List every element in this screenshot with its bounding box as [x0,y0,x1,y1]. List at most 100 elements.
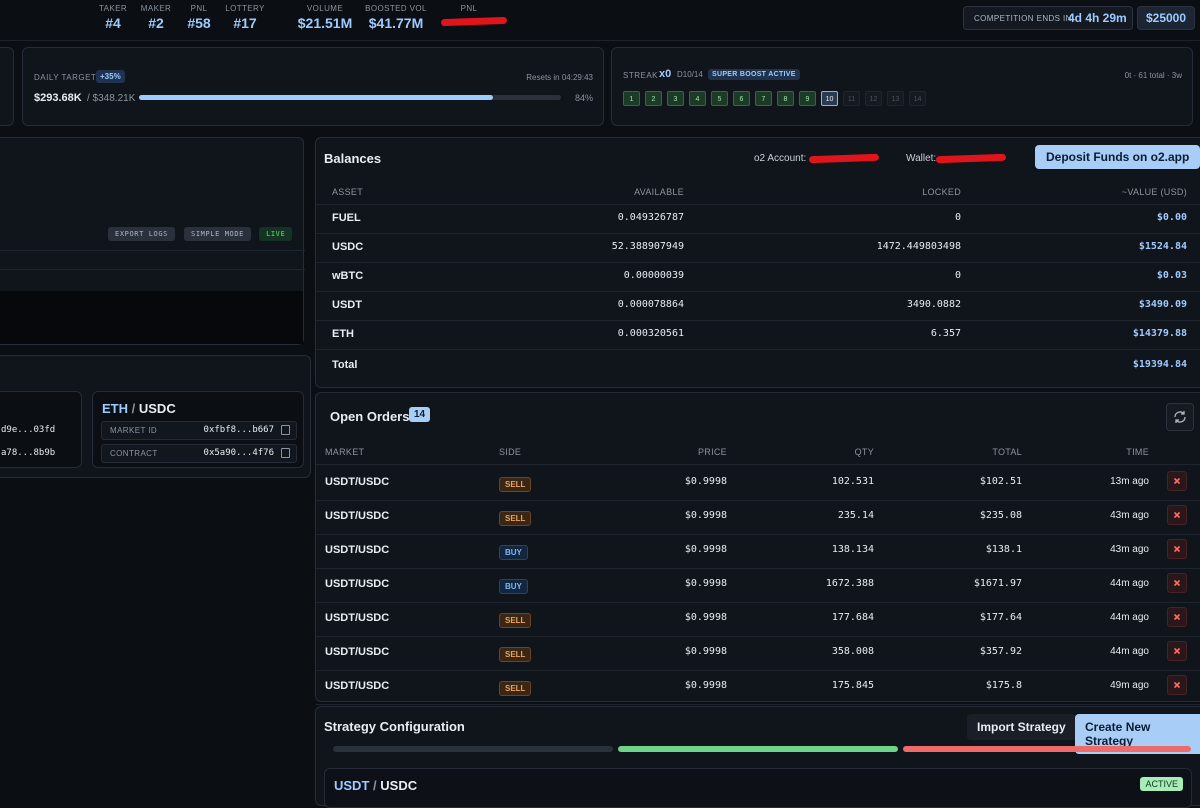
logs-panel: EXPORT LOGS SIMPLE MODE LIVE [0,137,305,345]
strategy-card[interactable]: USDT / USDC ACTIVE [324,768,1192,808]
streak-day: 10 [821,91,838,106]
column-header: TIME [1126,447,1149,457]
quote: USDC [138,401,176,416]
streak-label: STREAK [623,71,659,80]
import-button[interactable]: Import Strategy [967,714,1076,740]
copy-icon[interactable] [281,425,290,435]
cell: 175.845 [831,680,874,691]
cell: $102.51 [979,476,1022,487]
cell: $235.08 [979,510,1022,521]
cell: 138.134 [831,544,874,555]
cell: 44m ago [1110,612,1149,623]
separator: / [373,778,377,793]
divider [316,291,1200,292]
row-value: 0x5a90...4f76 [203,448,274,458]
cell: $1524.84 [1138,241,1187,252]
cancel-button[interactable] [1167,505,1187,525]
side-badge: BUY [499,579,528,594]
cancel-icon [1173,647,1181,655]
cancel-icon [1173,511,1181,519]
column-header: AVAILABLE [634,187,684,197]
column-header: QTY [854,447,874,457]
cell: $14379.88 [1132,328,1187,339]
total-label: Total [332,359,358,371]
resets: Resets in 04:29:43 [526,73,593,82]
divider [316,262,1200,263]
bar-sell [903,746,1191,752]
cancel-icon [1173,477,1181,485]
market-id: d9e...03fd [1,425,56,435]
cell: $0.9998 [684,646,727,657]
stat-label: BOOSTED VOL [365,4,427,13]
competition-value: 4d 4h 29m [1068,11,1127,25]
base: ETH [102,401,128,416]
prize: $25000 [1137,6,1195,30]
deposit-button[interactable]: Deposit Funds on o2.app [1035,145,1200,169]
streak-day: 8 [777,91,794,106]
base: USDT [334,778,370,793]
cancel-button[interactable] [1167,641,1187,661]
orders-title: Open Orders [330,409,410,424]
streak-day: 3 [667,91,684,106]
daily-target-label: DAILY TARGET [34,73,97,82]
row-value: 0xfbf8...b667 [203,425,274,435]
cell: 52.388907949 [611,241,684,252]
column-header: ~VALUE (USD) [1121,187,1187,197]
streak-day: 2 [645,91,662,106]
progress-fill [139,95,494,100]
total-value: $19394.84 [1132,359,1187,370]
cell: $3490.09 [1138,299,1187,310]
redaction [935,153,1007,164]
cell: 0.000320561 [617,328,684,339]
cancel-button[interactable] [1167,573,1187,593]
orders-panel: Open Orders 14 MARKET SIDE PRICE QTY TOTAL TI… [315,392,1200,705]
wallet-label: Wallet: [906,153,937,164]
cell: $0.9998 [684,544,727,555]
daily-target-badge: +35% [96,70,125,83]
orders-count: 14 [409,407,431,422]
cancel-button[interactable] [1167,675,1187,695]
progress-label: 84% [574,93,593,103]
cancel-button[interactable] [1167,539,1187,559]
asset: USDC [332,241,364,253]
cell: $0.9998 [684,510,727,521]
stat-value: #17 [233,15,257,31]
account-label: o2 Account: [754,153,807,164]
streak-day: 1 [623,91,640,106]
streak-day: 9 [799,91,816,106]
refresh-button[interactable] [1166,403,1194,431]
streak-day: 11 [843,91,860,106]
cell: 3490.0882 [906,299,961,310]
bar-neutral [333,746,613,752]
refresh-icon [1174,411,1186,423]
strategy-panel: Strategy Configuration Import Strategy C… [315,706,1200,808]
stat-value: #4 [105,15,121,31]
strategy-title: Strategy Configuration [324,719,465,734]
divider [316,349,1200,350]
streak-day: 12 [865,91,882,106]
cell: USDT/USDC [325,612,390,624]
cancel-button[interactable] [1167,607,1187,627]
cell: $0.9998 [684,680,727,691]
cell: $0.9998 [684,578,727,589]
separator: / [131,401,136,416]
side-badge: SELL [499,613,532,628]
progress-track [139,95,561,100]
divider [316,636,1200,637]
stat-label: PNL [460,4,478,13]
cell: $0.9998 [684,476,727,487]
cell: 44m ago [1110,578,1149,589]
divider [316,320,1200,321]
simple-mode-button[interactable]: SIMPLE MODE [184,227,251,241]
cell: 102.531 [831,476,874,487]
stat-value: $41.77M [368,15,424,31]
log-area [0,291,303,344]
bar-buy [618,746,898,752]
export-logs-button[interactable]: EXPORT LOGS [108,227,175,241]
market-card[interactable]: ETH / USDC MARKET ID 0xfbf8...b667 CONTRAC… [92,391,304,468]
side-badge: SELL [499,681,532,696]
cell: $177.64 [979,612,1022,623]
copy-icon[interactable] [281,448,290,458]
cell: USDT/USDC [325,510,390,522]
cancel-button[interactable] [1167,471,1187,491]
